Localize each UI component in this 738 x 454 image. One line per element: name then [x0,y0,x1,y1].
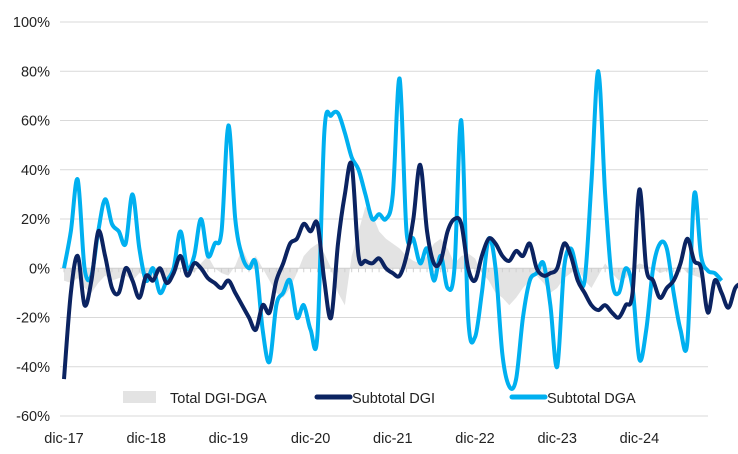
area-series [64,206,702,306]
x-tick-label: dic-19 [209,431,249,447]
legend-label-dgi: Subtotal DGI [352,391,435,407]
y-tick-label: -40% [16,360,50,376]
y-tick-label: 80% [21,64,50,80]
y-tick-label: 60% [21,114,50,130]
legend-label-dga: Subtotal DGA [547,391,636,407]
x-axis-labels: dic-17 dic-18 dic-19 dic-20 dic-21 dic-22 dic-… [44,431,659,447]
y-tick-label: 20% [21,212,50,228]
x-tick-label: dic-18 [126,431,166,447]
y-tick-label: 40% [21,163,50,179]
line-series [62,69,738,391]
line-subtotal-dgi [62,160,738,380]
x-tick-label: dic-23 [537,431,577,447]
x-tick-label: dic-24 [620,431,660,447]
legend-label-total: Total DGI-DGA [170,391,267,407]
y-axis-labels: 100% 80% 60% 40% 20% 0% -20% -40% -60% [13,15,50,425]
legend: Total DGI-DGA Subtotal DGI Subtotal DGA [123,391,636,407]
x-tick-label: dic-22 [455,431,495,447]
x-tick-label: dic-17 [44,431,84,447]
legend-swatch-total [123,391,156,403]
y-tick-label: -20% [16,311,50,327]
y-tick-label: 100% [13,15,50,31]
x-tick-label: dic-21 [373,431,413,447]
line-subtotal-dga [62,69,724,391]
area-total-dgi-dga [64,206,702,306]
y-tick-label: -60% [16,409,50,425]
x-tick-label: dic-20 [291,431,331,447]
y-tick-label: 0% [29,261,50,277]
